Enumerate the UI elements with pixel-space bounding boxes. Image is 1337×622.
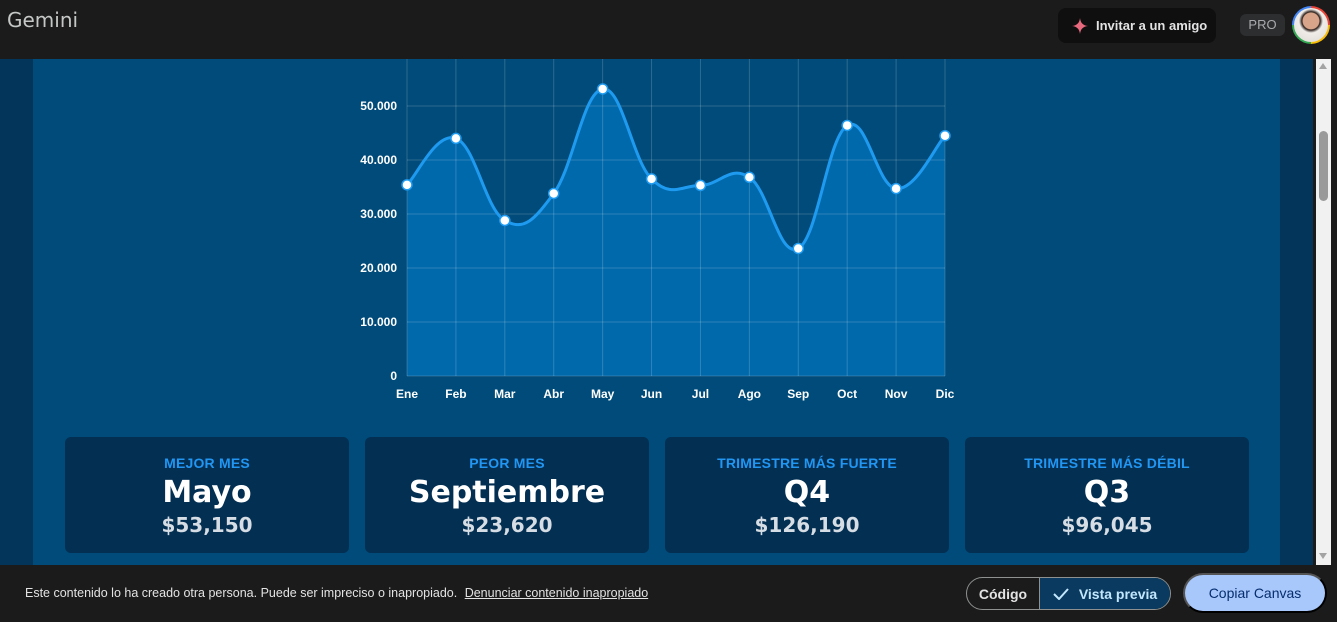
data-point — [450, 132, 462, 145]
stat-amount: $126,190 — [754, 513, 860, 537]
y-tick-label: 20.000 — [360, 261, 397, 275]
report-content-link[interactable]: Denunciar contenido inapropiado — [464, 586, 649, 600]
copy-canvas-button[interactable]: Copiar Canvas — [1183, 573, 1327, 613]
bottom-bar: Este contenido lo ha creado otra persona… — [0, 565, 1337, 622]
stat-value: Q3 — [1083, 475, 1131, 510]
data-point — [645, 173, 658, 185]
view-toggle: Código Vista previa — [966, 577, 1171, 610]
data-point — [743, 171, 756, 184]
y-tick-label: 30.000 — [360, 207, 397, 221]
data-point — [792, 242, 805, 255]
data-point — [547, 187, 560, 200]
notice-text: Este contenido lo ha creado otra persona… — [25, 586, 458, 600]
stat-value: Septiembre — [408, 475, 606, 510]
sparkle-icon — [1072, 17, 1088, 34]
stat-card-best-month: MEJOR MES Mayo $53,150 — [65, 437, 349, 553]
stat-value: Mayo — [162, 475, 252, 510]
x-tick-label: Jul — [692, 387, 709, 401]
data-point — [596, 83, 609, 95]
scroll-down-arrow-icon[interactable] — [1319, 553, 1327, 559]
invite-friend-label: Invitar a un amigo — [1096, 18, 1208, 33]
check-icon — [1053, 587, 1069, 600]
y-tick-label: 10.000 — [360, 315, 397, 329]
x-tick-label: May — [591, 387, 615, 401]
x-tick-label: Dic — [936, 387, 955, 401]
code-tab[interactable]: Código — [978, 585, 1028, 602]
data-point — [890, 182, 902, 195]
stat-label: TRIMESTRE MÁS FUERTE — [717, 455, 897, 471]
data-point — [694, 179, 707, 192]
data-point — [401, 179, 413, 191]
y-tick-label: 40.000 — [360, 153, 397, 167]
x-tick-label: Sep — [787, 387, 809, 401]
x-tick-label: Jun — [641, 387, 662, 401]
avatar-photo — [1294, 8, 1328, 42]
x-tick-label: Nov — [885, 387, 908, 401]
x-tick-label: Feb — [445, 387, 466, 401]
dashboard-panel: 0 10.000 20.000 30.000 40.000 50.000 Ene Feb Mar… — [33, 59, 1280, 565]
x-tick-label: Mar — [494, 387, 516, 401]
data-point — [499, 214, 511, 227]
scrollbar-thumb[interactable] — [1319, 131, 1328, 201]
x-tick-label: Ago — [738, 387, 761, 401]
stat-card-worst-month: PEOR MES Septiembre $23,620 — [365, 437, 649, 553]
chart-area-fill — [407, 88, 945, 376]
stat-amount: $96,045 — [1061, 513, 1153, 537]
avatar[interactable] — [1292, 6, 1330, 44]
stat-amount: $23,620 — [461, 513, 553, 537]
sales-area-chart: 0 10.000 20.000 30.000 40.000 50.000 Ene Feb Mar… — [360, 59, 955, 401]
stat-card-weakest-quarter: TRIMESTRE MÁS DÉBIL Q3 $96,045 — [965, 437, 1249, 553]
scroll-up-arrow-icon[interactable] — [1319, 63, 1327, 69]
app-title[interactable]: Gemini — [7, 8, 79, 32]
data-point — [939, 129, 951, 142]
x-tick-label: Ene — [396, 387, 418, 401]
y-tick-label: 0 — [390, 369, 397, 383]
stat-label: PEOR MES — [469, 455, 545, 471]
preview-tab-label: Vista previa — [1078, 585, 1158, 602]
x-tick-label: Abr — [543, 387, 564, 401]
preview-tab[interactable]: Vista previa — [1039, 578, 1170, 609]
stat-label: MEJOR MES — [164, 455, 250, 471]
x-tick-label: Oct — [837, 387, 857, 401]
stat-value: Q4 — [783, 475, 831, 510]
invite-friend-button[interactable]: Invitar a un amigo — [1058, 8, 1216, 43]
stat-amount: $53,150 — [161, 513, 253, 537]
content-notice: Este contenido lo ha creado otra persona… — [25, 586, 648, 600]
top-bar: Gemini Invitar a un amigo PRO — [0, 0, 1337, 59]
pro-badge: PRO — [1240, 14, 1285, 36]
stat-label: TRIMESTRE MÁS DÉBIL — [1024, 455, 1190, 471]
canvas-preview: 0 10.000 20.000 30.000 40.000 50.000 Ene Feb Mar… — [0, 59, 1313, 565]
data-point — [841, 119, 853, 132]
stat-card-strongest-quarter: TRIMESTRE MÁS FUERTE Q4 $126,190 — [665, 437, 949, 553]
y-tick-label: 50.000 — [360, 99, 397, 113]
